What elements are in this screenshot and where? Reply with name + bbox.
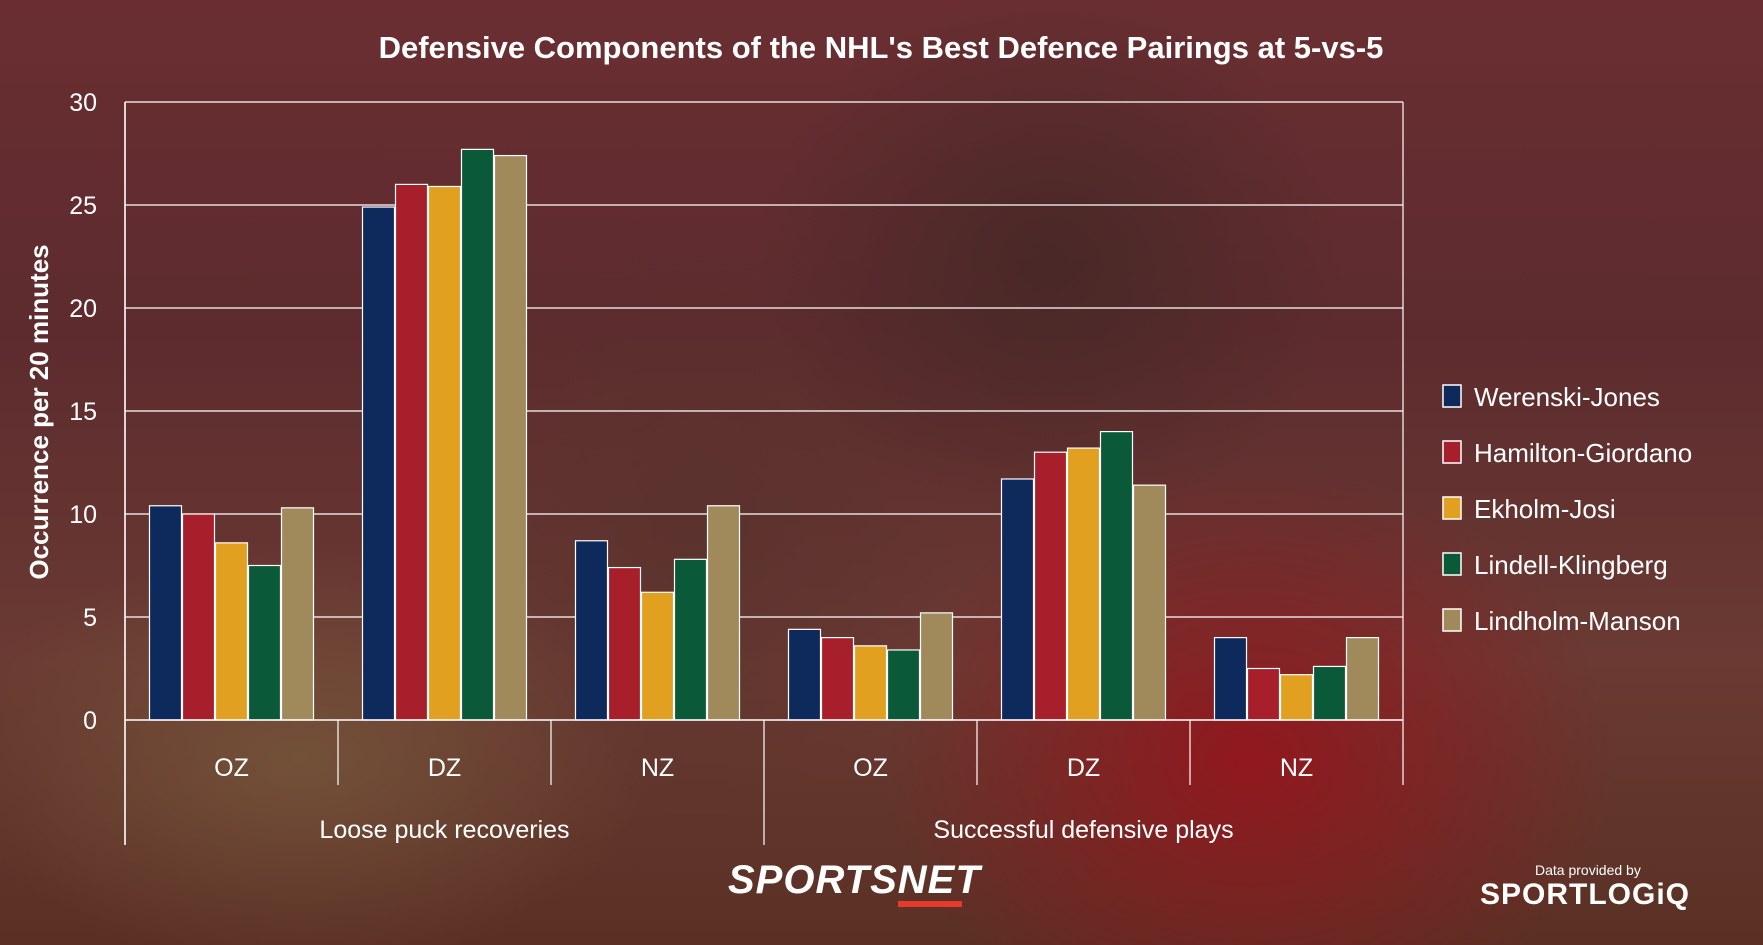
bars	[148, 148, 1380, 721]
bar	[640, 591, 675, 721]
y-tick-label: 20	[69, 295, 97, 323]
bar	[1213, 636, 1248, 721]
bar	[1066, 447, 1101, 721]
bar	[214, 542, 249, 721]
legend-swatch	[1442, 496, 1462, 520]
y-axis-label: Occurrence per 20 minutes	[24, 244, 54, 579]
legend: Werenski-Jones Hamilton-Giordano Ekholm-Jo…	[1442, 382, 1692, 636]
y-tick-label: 15	[69, 398, 97, 426]
y-tick-label: 30	[69, 89, 97, 117]
legend-label: Lindholm-Manson	[1474, 606, 1681, 636]
bar	[787, 628, 822, 721]
bar	[181, 513, 216, 721]
bar	[919, 612, 954, 721]
x-category-label: DZ	[428, 754, 461, 782]
axes	[124, 102, 1404, 845]
bar	[1132, 484, 1167, 721]
sportsnet-logo-text: SPORTSNET	[728, 858, 981, 902]
y-tick-label: 25	[69, 192, 97, 220]
y-tick-label: 5	[83, 604, 97, 632]
legend-label: Hamilton-Giordano	[1474, 438, 1692, 468]
bar	[1279, 674, 1314, 721]
x-category-label: OZ	[853, 754, 888, 782]
legend-swatch	[1442, 608, 1462, 632]
x-category-labels: OZ DZ NZ OZ DZ NZ	[214, 754, 1313, 782]
bar	[1033, 451, 1068, 721]
sportlogiq-logo: SPORTLOGiQ	[1480, 878, 1691, 911]
bar	[394, 183, 429, 721]
y-tick-label: 0	[83, 707, 97, 735]
x-category-label: DZ	[1067, 754, 1100, 782]
bar	[361, 206, 396, 721]
bar	[574, 540, 609, 721]
x-group-labels: Loose puck recoveries Successful defensiv…	[319, 816, 1233, 844]
bar	[148, 505, 183, 721]
chart-title: Defensive Components of the NHL's Best D…	[379, 30, 1384, 65]
bar	[673, 558, 708, 721]
bar	[706, 505, 741, 721]
legend-label: Werenski-Jones	[1474, 382, 1660, 412]
bar	[493, 154, 528, 721]
bar	[820, 636, 855, 721]
bar	[1000, 478, 1035, 721]
x-category-label: OZ	[214, 754, 249, 782]
legend-label: Ekholm-Josi	[1474, 494, 1616, 524]
bar	[247, 564, 282, 721]
bar	[280, 507, 315, 721]
sportsnet-logo-bar	[898, 901, 962, 907]
gridlines	[125, 101, 1403, 618]
bar	[1345, 636, 1380, 721]
bar	[886, 649, 921, 721]
y-tick-labels: 0 5 10 15 20 25 30	[69, 89, 97, 735]
y-tick-label: 10	[69, 501, 97, 529]
x-category-label: NZ	[1280, 754, 1313, 782]
bar	[1246, 667, 1281, 721]
x-group-label: Successful defensive plays	[933, 816, 1233, 844]
x-category-label: NZ	[641, 754, 674, 782]
bar	[853, 645, 888, 721]
legend-swatch	[1442, 440, 1462, 464]
bar	[427, 185, 462, 721]
bar	[460, 148, 495, 721]
bar	[1312, 665, 1347, 721]
bar	[607, 566, 642, 721]
legend-swatch	[1442, 552, 1462, 576]
data-provided-by-text: Data provided by	[1535, 862, 1641, 878]
sportsnet-logo: SPORTSNET	[728, 858, 981, 907]
legend-label: Lindell-Klingberg	[1474, 550, 1668, 580]
x-group-label: Loose puck recoveries	[319, 816, 569, 844]
legend-swatch	[1442, 384, 1462, 408]
bar	[1099, 431, 1134, 721]
